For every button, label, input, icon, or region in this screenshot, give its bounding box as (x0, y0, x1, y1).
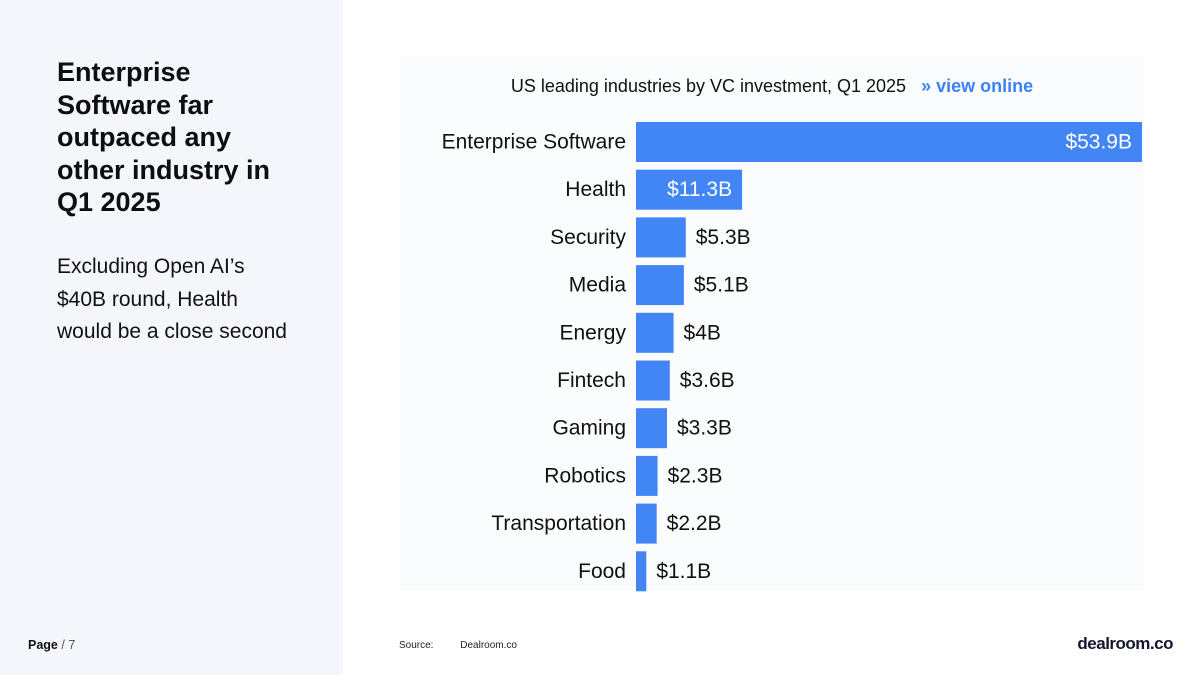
value-label: $3.3B (677, 417, 732, 440)
view-online-link[interactable]: » view online (921, 76, 1034, 96)
bar-health (636, 169, 743, 210)
source-row: Source: Dealroom.co (399, 640, 517, 651)
value-label: $4B (684, 321, 721, 344)
bar-security (636, 217, 686, 258)
page-indicator: Page / 7 (28, 638, 75, 652)
category-label: Security (550, 226, 626, 249)
value-label: $11.3B (667, 178, 732, 201)
bar-food (636, 551, 647, 592)
left-panel (0, 0, 343, 675)
chart-title: US leading industries by VC investment, … (510, 76, 907, 96)
category-label: Media (569, 274, 627, 297)
value-label: $5.3B (696, 226, 751, 249)
value-label: $2.2B (667, 512, 722, 535)
category-label: Food (578, 560, 626, 583)
bar-enterprise-software (636, 122, 1142, 162)
page-separator: / (61, 638, 65, 652)
dealroom-logo[interactable]: dealroom.co (1077, 634, 1173, 653)
source-label: Source: (399, 640, 434, 651)
slide-subtext: Excluding Open AI’s $40B round, Health w… (57, 255, 287, 343)
page-number: 7 (68, 638, 76, 652)
bar-gaming (636, 408, 667, 449)
value-label: $53.9B (1065, 131, 1132, 154)
bar-chart: Enterprise Software $53.9B Health $11.3B Sec… (442, 122, 1142, 592)
category-label: Transportation (491, 512, 626, 535)
bar-energy (636, 312, 674, 353)
slide-headline: Enterprise Software far outpaced any oth… (57, 57, 271, 217)
chart-header: US leading industries by VC investment, … (0, 76, 1144, 97)
category-label: Gaming (552, 417, 626, 440)
bar-robotics (636, 455, 658, 496)
value-label: $5.1B (694, 274, 749, 297)
category-label: Robotics (544, 464, 626, 487)
bar-media (636, 265, 684, 306)
bar-transportation (636, 503, 657, 544)
page-label: Page (28, 638, 58, 652)
category-label: Fintech (557, 369, 626, 392)
source-value: Dealroom.co (460, 640, 517, 651)
value-label: $3.6B (680, 369, 735, 392)
value-label: $1.1B (656, 560, 711, 583)
value-label: $2.3B (668, 464, 723, 487)
category-label: Enterprise Software (442, 131, 626, 154)
category-label: Health (565, 178, 626, 201)
bar-fintech (636, 360, 670, 401)
category-label: Energy (559, 321, 626, 344)
